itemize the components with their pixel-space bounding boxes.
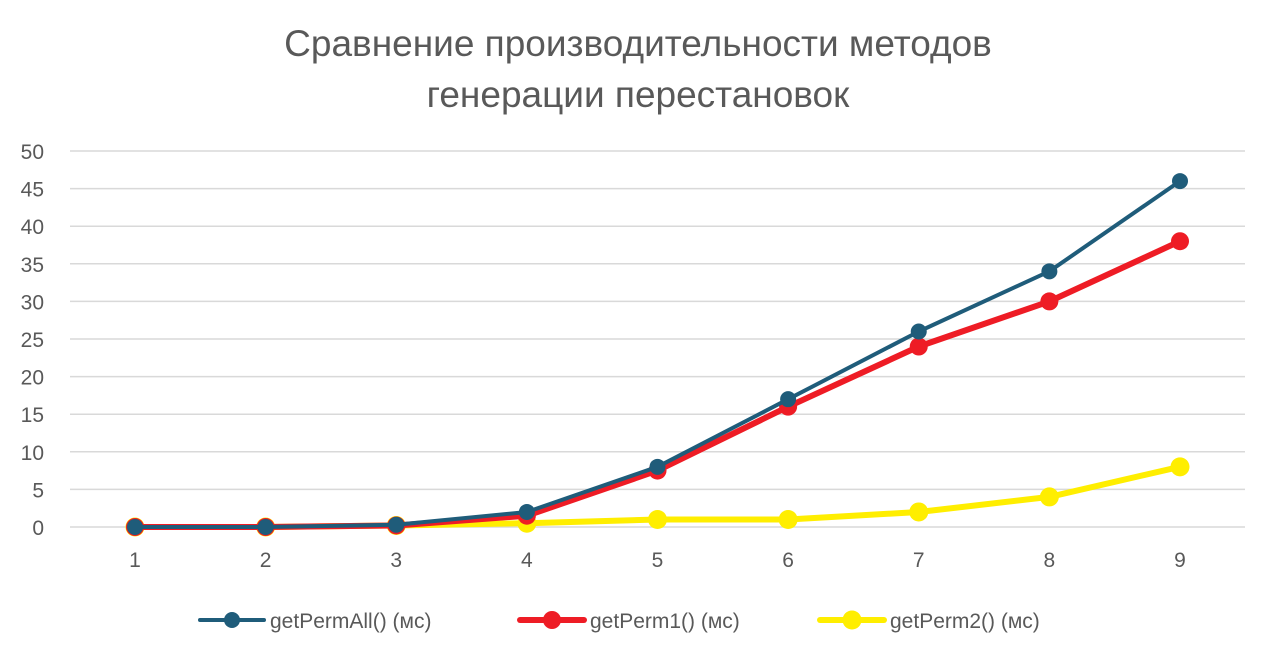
chart-title-line-2: генерации перестановок bbox=[427, 74, 850, 115]
y-tick-label: 10 bbox=[21, 442, 44, 465]
x-tick-label: 2 bbox=[260, 549, 272, 572]
legend-swatch-marker bbox=[842, 610, 862, 630]
y-tick-label: 20 bbox=[21, 367, 44, 390]
data-point bbox=[127, 519, 143, 535]
data-point bbox=[1039, 487, 1059, 507]
y-tick-label: 45 bbox=[21, 179, 44, 202]
data-point bbox=[1170, 457, 1190, 477]
legend-label: getPermAll() (мс) bbox=[270, 610, 431, 633]
y-tick-label: 25 bbox=[21, 329, 44, 352]
data-point bbox=[257, 519, 274, 535]
x-tick-label: 3 bbox=[390, 549, 402, 572]
series-2 bbox=[126, 232, 1189, 536]
grid bbox=[70, 150, 1245, 528]
legend-label: getPerm2() (мс) bbox=[890, 610, 1040, 633]
data-point bbox=[649, 458, 666, 475]
data-point bbox=[648, 509, 667, 529]
legend-item-2[interactable]: getPerm1() (мс) bbox=[517, 610, 740, 633]
y-tick-label: 0 bbox=[32, 517, 44, 540]
x-tick-label: 5 bbox=[652, 549, 664, 572]
y-axis-ticks: 0 5 10 15 20 25 30 35 40 45 50 bbox=[21, 141, 44, 540]
x-tick-label: 1 bbox=[129, 549, 141, 572]
legend-item-1[interactable]: getPermAll() (мс) bbox=[198, 610, 431, 633]
data-point bbox=[1040, 292, 1059, 311]
data-point bbox=[910, 323, 927, 340]
y-tick-label: 5 bbox=[32, 479, 44, 502]
series-layer bbox=[125, 173, 1190, 537]
legend-item-3[interactable]: getPerm2() (мс) bbox=[817, 610, 1040, 633]
legend[interactable]: getPermAll() (мс) getPerm1() (мс) getPerm2… bbox=[198, 610, 1040, 633]
data-point bbox=[778, 509, 798, 529]
data-point bbox=[388, 516, 405, 533]
series-1 bbox=[127, 173, 1188, 535]
legend-swatch-marker bbox=[543, 611, 561, 629]
y-tick-label: 50 bbox=[21, 141, 44, 164]
x-tick-label: 9 bbox=[1174, 549, 1186, 572]
y-tick-label: 35 bbox=[21, 254, 44, 277]
legend-swatch-marker bbox=[224, 612, 240, 628]
data-point bbox=[909, 337, 928, 356]
data-point bbox=[518, 503, 535, 520]
legend-label: getPerm1() (мс) bbox=[590, 610, 740, 633]
y-tick-label: 30 bbox=[21, 291, 44, 314]
data-point bbox=[780, 391, 797, 408]
data-point bbox=[1172, 173, 1188, 190]
y-tick-label: 15 bbox=[21, 404, 44, 427]
data-point bbox=[1171, 232, 1189, 251]
data-point bbox=[909, 502, 929, 522]
x-tick-label: 4 bbox=[521, 549, 533, 572]
y-tick-label: 40 bbox=[21, 216, 44, 239]
chart-title-line-1: Сравнение производительности методов bbox=[284, 23, 992, 64]
x-axis-ticks: 1 2 3 4 5 6 7 8 9 bbox=[129, 549, 1186, 572]
x-tick-label: 6 bbox=[782, 549, 794, 572]
data-point bbox=[1041, 263, 1058, 280]
x-tick-label: 8 bbox=[1044, 549, 1056, 572]
x-tick-label: 7 bbox=[913, 549, 925, 572]
